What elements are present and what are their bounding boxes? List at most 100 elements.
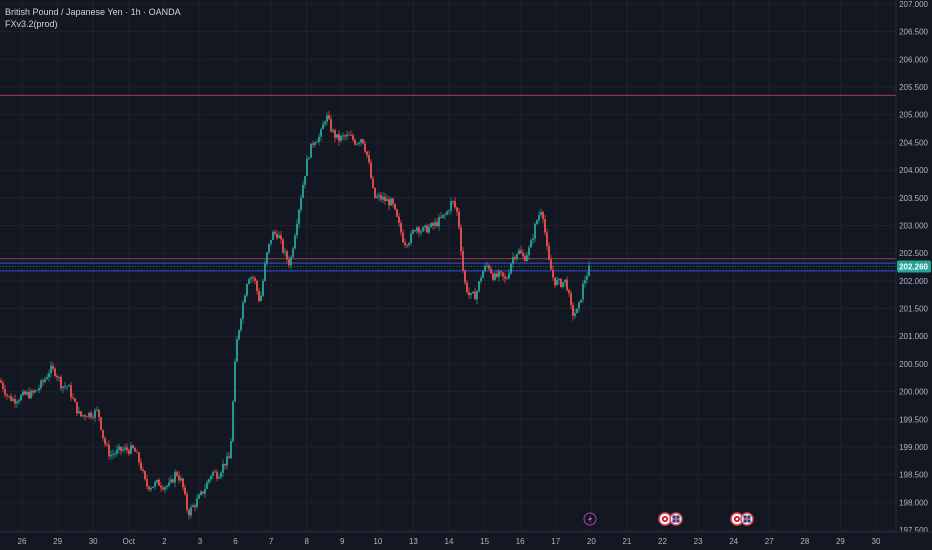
candle-down: [330, 118, 332, 132]
candle-down: [384, 196, 386, 202]
time-tick-label: 30: [89, 537, 98, 546]
symbol-title[interactable]: British Pound / Japanese Yen · 1h · OAND…: [5, 7, 181, 17]
candle-down: [454, 201, 456, 208]
candle-up: [168, 482, 170, 486]
time-tick-label: 23: [694, 537, 703, 546]
candle-up: [38, 388, 40, 391]
time-tick-label: 9: [340, 537, 345, 546]
price-axis[interactable]: 207.000 206.500 206.000 205.500 205.000 204.5…: [895, 0, 932, 550]
candle-down: [548, 246, 550, 260]
candle-up: [308, 157, 310, 159]
candle-up: [340, 135, 342, 141]
candle-up: [30, 390, 32, 399]
time-axis[interactable]: 26 29 30 Oct 2 3 6 7 8 9 10 13 14 15 16 17 20 21 22 23 24 27 2…: [0, 531, 932, 550]
candle-up: [44, 379, 46, 382]
time-tick-label: 29: [53, 537, 62, 546]
candle-down: [216, 471, 218, 479]
time-tick-label: 20: [587, 537, 596, 546]
price-tick-label: 198.500: [899, 471, 928, 480]
candle-down: [182, 478, 184, 488]
time-tick-label: 2: [162, 537, 167, 546]
target-event-icon[interactable]: [730, 512, 744, 526]
candle-down: [432, 223, 434, 226]
chart-legend: British Pound / Japanese Yen · 1h · OAND…: [5, 6, 181, 30]
candle-up: [484, 266, 486, 272]
price-tick-label: 201.000: [899, 332, 928, 341]
candle-down: [126, 447, 128, 451]
candle-up: [310, 143, 312, 158]
candle-up: [532, 238, 534, 241]
candle-down: [146, 479, 148, 487]
candle-up: [40, 380, 42, 389]
candle-down: [256, 280, 258, 291]
candle-up: [498, 271, 500, 277]
candle-up: [198, 494, 200, 499]
lightning-event-icon[interactable]: [583, 512, 597, 526]
candle-up: [262, 280, 264, 296]
candle-down: [184, 487, 186, 495]
candle-up: [320, 129, 322, 137]
candle-up: [562, 282, 564, 287]
candle-up: [200, 491, 202, 495]
candle-down: [202, 491, 204, 494]
price-tick-label: 197.500: [899, 526, 928, 535]
candle-down: [462, 251, 464, 271]
candle-down: [506, 278, 508, 280]
candle-down: [456, 207, 458, 212]
candle-up: [210, 475, 212, 480]
candle-down: [398, 216, 400, 223]
indicator-label[interactable]: FXv3.2(prod): [5, 19, 58, 29]
candle-down: [2, 382, 4, 390]
candle-down: [414, 230, 416, 232]
candle-up: [124, 447, 126, 450]
candle-up: [446, 211, 448, 215]
candle-up: [130, 445, 132, 454]
candle-up: [46, 377, 48, 380]
candle-down: [136, 451, 138, 453]
candle-up: [480, 278, 482, 282]
price-tick-label: 200.000: [899, 388, 928, 397]
price-tick-label: 206.500: [899, 28, 928, 37]
candle-up: [164, 487, 166, 490]
current-price-value: 202.260: [899, 262, 928, 271]
candle-up: [156, 479, 158, 483]
candle-down: [544, 219, 546, 233]
candle-up: [584, 279, 586, 284]
candle-down: [368, 155, 370, 163]
candle-down: [32, 390, 34, 393]
candle-down: [194, 505, 196, 507]
candle-up: [278, 235, 280, 239]
candle-down: [362, 139, 364, 144]
candle-down: [84, 415, 86, 417]
candle-down: [176, 472, 178, 476]
candle-up: [410, 233, 412, 244]
candle-up: [476, 291, 478, 300]
target-event-icon[interactable]: [658, 512, 672, 526]
time-tick-label: 22: [658, 537, 667, 546]
current-price-badge[interactable]: [897, 260, 931, 273]
candle-up: [528, 247, 530, 256]
candle-down: [350, 135, 352, 137]
candle-down: [490, 268, 492, 274]
flag-event-icon[interactable]: [740, 512, 754, 526]
economic-event-markers[interactable]: [583, 512, 754, 526]
candle-down: [334, 130, 336, 138]
candle-up: [118, 446, 120, 450]
candle-up: [20, 395, 22, 401]
candle-up: [526, 255, 528, 262]
candle-down: [186, 494, 188, 510]
horizontal-levels: [0, 94, 896, 272]
candle-up: [34, 390, 36, 393]
candle-up: [112, 454, 114, 456]
candle-up: [318, 136, 320, 142]
candle-down: [374, 187, 376, 198]
time-tick-label: 15: [480, 537, 489, 546]
flag-event-icon[interactable]: [669, 512, 683, 526]
candle-up: [166, 485, 168, 488]
candle-down: [148, 486, 150, 490]
candle-down: [404, 242, 406, 245]
price-tick-label: 203.000: [899, 221, 928, 230]
candle-up: [22, 391, 24, 396]
candle-down: [524, 256, 526, 262]
